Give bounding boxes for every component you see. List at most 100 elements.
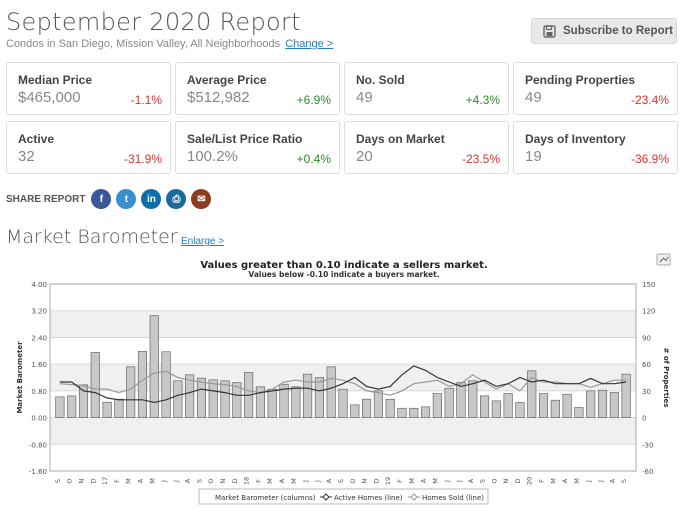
y-axis-title: Market Barometer	[16, 341, 24, 414]
subtitle-text: Condos in San Diego, Mission Valley, All…	[6, 38, 281, 50]
y2-tick-label: -30	[642, 441, 653, 449]
x-tick-label: J	[455, 480, 463, 483]
stat-label: Active	[18, 132, 55, 146]
barometer-bar	[609, 392, 619, 418]
stat-card: Median Price $465,000 -1.1%	[6, 62, 171, 115]
x-tick-label: O	[349, 478, 357, 483]
export-icon[interactable]	[656, 253, 671, 266]
barometer-bar	[149, 315, 159, 418]
x-tick-label: M	[408, 478, 416, 484]
x-tick-label: M	[573, 478, 581, 484]
x-tick-label: J	[443, 480, 451, 483]
legend-box	[198, 488, 489, 505]
x-tick-label: J	[302, 480, 310, 483]
stat-change: -23.4%	[630, 93, 669, 107]
x-tick-label: M	[431, 478, 439, 484]
x-tick-label: S	[479, 479, 487, 483]
y2-tick-label: 0	[642, 415, 646, 423]
stat-label: Pending Properties	[525, 73, 636, 87]
chart-subtitle: Values below -0.10 indicate a buyers mar…	[248, 270, 439, 279]
page-subtitle: Condos in San Diego, Mission Valley, All…	[6, 38, 333, 50]
twitter-icon[interactable]: t	[116, 189, 137, 210]
y-tick-label: -0.80	[29, 441, 47, 449]
x-tick-label: 20	[526, 477, 534, 485]
stat-card: Active 32 -31.9%	[6, 121, 171, 174]
x-tick-label: F	[254, 479, 262, 483]
stat-change: +6.9%	[296, 93, 331, 107]
x-tick-label: A	[184, 478, 192, 483]
print-icon[interactable]: ⎙	[166, 189, 187, 210]
barometer-bar	[385, 398, 395, 418]
stat-change: +0.4%	[296, 152, 331, 166]
stat-value: $512,982	[187, 89, 250, 106]
facebook-icon[interactable]: f	[91, 189, 112, 210]
x-tick-label: J	[597, 480, 605, 483]
x-tick-label: J	[160, 480, 168, 483]
barometer-bar	[208, 379, 218, 418]
x-tick-label: A	[325, 478, 333, 483]
x-tick-label: A	[608, 478, 616, 483]
barometer-bar	[562, 393, 572, 418]
stat-value: $465,000	[18, 89, 81, 106]
barometer-bar	[421, 406, 431, 418]
barometer-bar	[397, 407, 407, 418]
barometer-bar	[350, 404, 360, 418]
legend-sold-marker	[410, 493, 418, 501]
barometer-bar	[373, 390, 383, 418]
y-tick-label: 0.80	[31, 388, 47, 396]
x-tick-label: D	[372, 478, 380, 483]
barometer-bar	[303, 373, 313, 418]
barometer-bar	[574, 407, 584, 418]
barometer-bar	[220, 380, 230, 418]
grid-band	[50, 364, 636, 391]
barometer-bar	[102, 401, 112, 418]
x-tick-label: N	[361, 478, 369, 483]
x-tick-label: F	[538, 479, 546, 483]
barometer-bar	[621, 373, 631, 418]
barometer-bar	[515, 402, 525, 418]
x-tick-label: M	[266, 478, 274, 484]
stat-value: 49	[525, 89, 542, 106]
x-tick-label: M	[125, 478, 133, 484]
email-icon[interactable]: ✉	[191, 189, 212, 210]
change-link[interactable]: Change >	[285, 38, 334, 50]
barometer-bar	[480, 395, 490, 418]
barometer-bar	[291, 386, 301, 418]
x-tick-label: 18	[243, 477, 251, 485]
x-tick-label: S	[337, 479, 345, 483]
barometer-bar	[161, 351, 171, 418]
market-barometer-chart: Values greater than 0.10 indicate a sell…	[0, 252, 691, 513]
legend-item-barometer: Market Barometer (columns)	[215, 494, 316, 502]
stat-change: -36.9%	[630, 152, 669, 166]
x-tick-label: A	[561, 478, 569, 483]
y-tick-label: 4.00	[31, 281, 47, 289]
legend-item-active: Active Homes (line)	[334, 494, 403, 502]
x-tick-label: D	[89, 478, 97, 483]
barometer-bar	[267, 388, 277, 418]
stat-label: Average Price	[187, 73, 267, 87]
subscribe-label: Subscribe to Report	[563, 25, 673, 37]
x-tick-label: F	[396, 479, 404, 483]
barometer-bar	[126, 366, 136, 418]
x-tick-label: J	[313, 480, 321, 483]
stat-card: Pending Properties 49 -23.4%	[513, 62, 678, 115]
y2-tick-label: 150	[642, 281, 655, 289]
x-tick-label: A	[278, 478, 286, 483]
barometer-bar	[468, 380, 478, 418]
stat-change: +4.3%	[465, 93, 500, 107]
stat-label: Median Price	[18, 73, 93, 87]
barometer-title: Market Barometer	[6, 226, 178, 248]
y-tick-label: 2.40	[31, 334, 47, 342]
linkedin-icon[interactable]: in	[141, 189, 162, 210]
stat-value: 100.2%	[187, 148, 238, 165]
barometer-bar	[362, 398, 372, 418]
y-tick-label: 3.20	[31, 308, 47, 316]
subscribe-button[interactable]: Subscribe to Report	[531, 18, 677, 44]
enlarge-link[interactable]: Enlarge >	[181, 236, 225, 247]
y2-tick-label: 120	[642, 308, 655, 316]
page-title: September 2020 Report	[6, 8, 301, 36]
x-tick-label: J	[585, 480, 593, 483]
grid-band	[50, 337, 636, 365]
barometer-bar	[232, 382, 242, 418]
barometer-bar	[444, 387, 454, 418]
